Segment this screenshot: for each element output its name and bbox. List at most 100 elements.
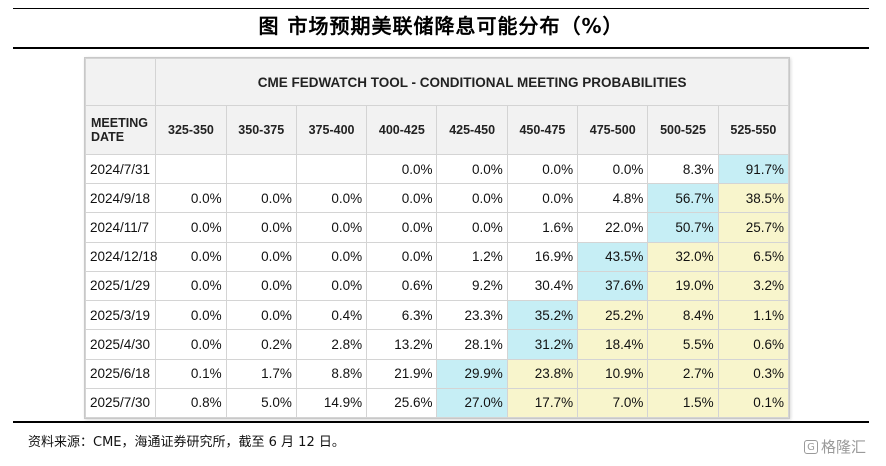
probability-cell: 17.7% (506, 387, 579, 419)
corner-cell (84, 58, 157, 106)
probability-cell: 0.0% (155, 212, 227, 243)
probability-cell: 29.9% (436, 358, 508, 389)
probability-cell: 14.9% (295, 387, 368, 419)
probability-cell: 0.0% (155, 183, 227, 214)
probability-cell: 2.8% (295, 329, 368, 360)
probability-cell (225, 153, 297, 185)
probability-cell: 10.9% (577, 358, 649, 389)
table-row: 2024/12/18 0.0% 0.0% 0.0% 0.0% 1.2% 16.9% 43.5%… (84, 241, 790, 272)
probability-cell: 50.7% (647, 212, 719, 243)
probability-cell: 1.6% (506, 212, 579, 243)
probability-cell: 0.0% (436, 183, 508, 214)
meeting-date-cell: 2024/12/18 (84, 241, 158, 272)
probability-cell: 0.0% (225, 183, 297, 214)
col-header-rate-range: 400-425 (366, 105, 438, 155)
probability-cell: 30.4% (506, 270, 579, 302)
probability-cell (155, 153, 227, 185)
watermark-text: 格隆汇 (820, 438, 866, 456)
probability-cell: 35.2% (506, 300, 579, 331)
figure-title: 图 市场预期美联储降息可能分布（%） (258, 14, 624, 38)
probability-cell: 31.2% (506, 329, 579, 360)
probability-cell: 0.0% (225, 241, 297, 272)
probability-cell: 16.9% (506, 241, 579, 272)
probability-cell: 1.5% (647, 387, 719, 419)
col-header-rate-range: 500-525 (647, 105, 719, 155)
probability-cell: 19.0% (647, 270, 719, 302)
probability-cell: 27.0% (436, 387, 508, 419)
probability-cell: 0.0% (436, 212, 508, 243)
source-note: 资料来源：CME，海通证券研究所，截至 6 月 12 日。 (28, 435, 345, 450)
probability-cell: 0.0% (155, 270, 227, 302)
probability-cell: 1.2% (436, 241, 508, 272)
probability-cell: 7.0% (577, 387, 649, 419)
watermark-logo-icon: G (803, 439, 818, 454)
probability-cell: 2.7% (647, 358, 719, 389)
col-header-rate-range: 350-375 (225, 105, 297, 155)
probability-cell: 1.1% (717, 300, 790, 331)
probability-cell: 0.0% (366, 241, 438, 272)
top-rule (13, 8, 869, 9)
probability-cell: 0.0% (366, 153, 438, 185)
probability-cell: 0.2% (225, 329, 297, 360)
probability-cell: 0.0% (436, 153, 508, 185)
col-header-rate-range: 375-400 (295, 105, 368, 155)
col-header-rate-range: 450-475 (506, 105, 579, 155)
table-row: 2024/7/31 0.0% 0.0% 0.0% 0.0% 8.3% 91.7% (84, 153, 790, 185)
probability-cell: 0.0% (225, 270, 297, 302)
probability-cell: 0.0% (155, 300, 227, 331)
probability-cell: 0.0% (366, 183, 438, 214)
probability-cell: 0.0% (155, 329, 227, 360)
probability-cell: 21.9% (366, 358, 438, 389)
probability-cell: 6.5% (717, 241, 790, 272)
col-header-rate-range: 425-450 (436, 105, 508, 155)
probability-cell: 22.0% (577, 212, 649, 243)
probability-cell: 0.1% (155, 358, 227, 389)
probability-table: CME FEDWATCH TOOL - CONDITIONAL MEETING … (84, 57, 790, 419)
probability-cell: 23.3% (436, 300, 508, 331)
probability-cell: 23.8% (506, 358, 579, 389)
meeting-date-cell: 2025/6/18 (84, 358, 157, 389)
probability-cell: 1.7% (225, 358, 297, 389)
meeting-date-cell: 2024/9/18 (84, 183, 157, 214)
probability-cell: 0.0% (506, 153, 579, 185)
probability-cell: 8.3% (647, 153, 719, 185)
probability-cell: 8.8% (295, 358, 368, 389)
probability-cell: 25.7% (717, 212, 790, 243)
col-header-rate-range: 475-500 (577, 105, 649, 155)
table-row: 2025/1/29 0.0% 0.0% 0.0% 0.6% 9.2% 30.4% 37.6% 1… (84, 270, 790, 302)
probability-cell: 18.4% (577, 329, 649, 360)
probability-cell: 3.2% (717, 270, 790, 302)
bottom-rule (13, 421, 869, 423)
probability-cell: 0.1% (717, 387, 790, 419)
probability-cell: 4.8% (577, 183, 649, 214)
probability-cell: 32.0% (647, 241, 719, 272)
probability-cell: 0.0% (225, 300, 297, 331)
probability-cell: 0.0% (295, 270, 368, 302)
probability-cell: 38.5% (717, 183, 790, 214)
probability-cell: 0.0% (295, 183, 368, 214)
probability-cell: 28.1% (436, 329, 508, 360)
table-row: 2025/6/18 0.1% 1.7% 8.8% 21.9% 29.9% 23.8% 10.9… (84, 358, 790, 389)
title-rule (13, 47, 869, 49)
col-header-meeting-date: MEETING DATE (84, 105, 157, 155)
table-banner: CME FEDWATCH TOOL - CONDITIONAL MEETING … (155, 58, 789, 106)
meeting-date-cell: 2025/1/29 (84, 270, 157, 302)
probability-cell: 91.7% (717, 153, 790, 185)
probability-cell: 0.3% (717, 358, 790, 389)
probability-cell: 25.2% (577, 300, 649, 331)
watermark: G 格隆汇 (803, 436, 866, 457)
meeting-date-cell: 2025/4/30 (84, 329, 157, 360)
table-row: 2025/7/30 0.8% 5.0% 14.9% 25.6% 27.0% 17.7% 7.0… (84, 387, 790, 419)
table-row: 2024/9/18 0.0% 0.0% 0.0% 0.0% 0.0% 0.0% 4.8% 56.… (84, 183, 790, 214)
meeting-date-cell: 2025/7/30 (84, 387, 157, 419)
probability-cell: 9.2% (436, 270, 508, 302)
probability-cell: 0.0% (295, 212, 368, 243)
probability-cell: 5.5% (647, 329, 719, 360)
probability-cell: 37.6% (577, 270, 649, 302)
col-header-rate-range: 325-350 (155, 105, 227, 155)
probability-cell: 5.0% (225, 387, 297, 419)
probability-cell: 0.6% (717, 329, 790, 360)
probability-cell: 0.0% (295, 241, 368, 272)
probability-cell: 8.4% (647, 300, 719, 331)
probability-cell: 56.7% (647, 183, 719, 214)
